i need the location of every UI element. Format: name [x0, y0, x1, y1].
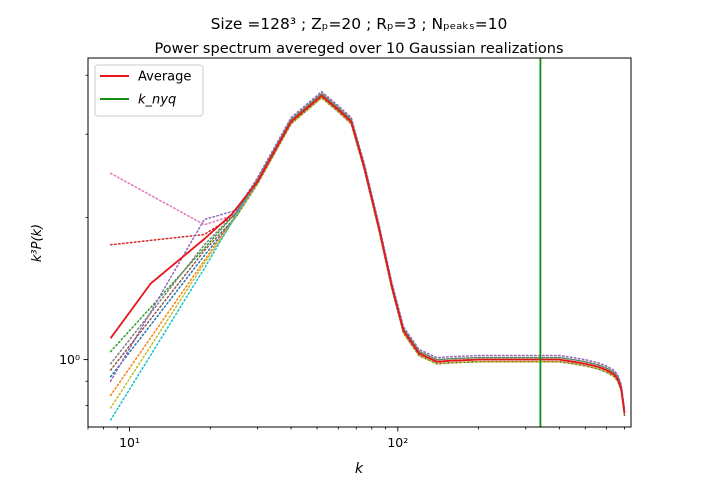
series-layer: [109, 90, 626, 421]
chart-title-line2: Power spectrum avereged over 10 Gaussian…: [154, 41, 563, 57]
legend: Average k_nyq: [94, 64, 204, 117]
x-tick-label: 10¹: [119, 435, 140, 450]
realization-line-5: [109, 90, 626, 410]
y-tick-label: 10⁰: [59, 352, 80, 367]
x-tick-label: 10²: [387, 435, 408, 450]
axis-ticks: 10¹ 10² 10⁰: [59, 74, 625, 450]
legend-box: [94, 64, 204, 117]
average-line: [109, 94, 626, 414]
chart-title-line1: Size =128³ ; Zₚ=20 ; Rₚ=3 ; Nₚₑₐₖₛ=10: [211, 15, 508, 33]
realization-line-8: [109, 92, 626, 412]
x-axis-label: k: [355, 461, 364, 477]
realization-line-9: [109, 96, 626, 417]
legend-label-average: Average: [138, 70, 191, 85]
y-axis-label: k³P(k): [30, 224, 45, 262]
plot-frame: [87, 57, 632, 428]
legend-label-knyq: k_nyq: [138, 93, 176, 108]
